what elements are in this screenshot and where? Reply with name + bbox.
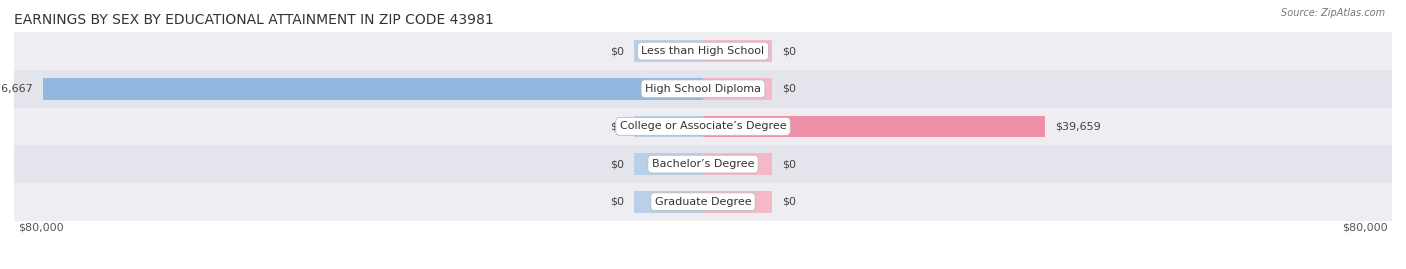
Text: $0: $0 [782,84,796,94]
Text: $0: $0 [610,159,624,169]
Bar [634,115,703,137]
Bar [634,153,703,175]
Text: Less than High School: Less than High School [641,46,765,56]
Text: $0: $0 [782,197,796,207]
Text: Graduate Degree: Graduate Degree [655,197,751,207]
Bar [703,40,772,62]
Text: $0: $0 [782,46,796,56]
Text: $0: $0 [610,197,624,207]
Bar [634,40,703,62]
Bar [703,191,772,213]
Text: High School Diploma: High School Diploma [645,84,761,94]
Text: $0: $0 [782,159,796,169]
Bar [703,153,772,175]
Text: $80,000: $80,000 [18,222,65,232]
Text: $0: $0 [610,121,624,132]
Bar [14,32,1392,70]
Text: Source: ZipAtlas.com: Source: ZipAtlas.com [1281,8,1385,18]
Bar [42,78,703,100]
Text: EARNINGS BY SEX BY EDUCATIONAL ATTAINMENT IN ZIP CODE 43981: EARNINGS BY SEX BY EDUCATIONAL ATTAINMEN… [14,13,494,27]
Text: $39,659: $39,659 [1054,121,1101,132]
Text: $76,667: $76,667 [0,84,32,94]
Text: $80,000: $80,000 [1341,222,1388,232]
Bar [14,183,1392,221]
Text: Bachelor’s Degree: Bachelor’s Degree [652,159,754,169]
Text: College or Associate’s Degree: College or Associate’s Degree [620,121,786,132]
Text: $0: $0 [610,46,624,56]
Bar [14,70,1392,108]
Bar [634,191,703,213]
Bar [14,108,1392,145]
Bar [703,115,1045,137]
Bar [14,145,1392,183]
Bar [703,78,772,100]
